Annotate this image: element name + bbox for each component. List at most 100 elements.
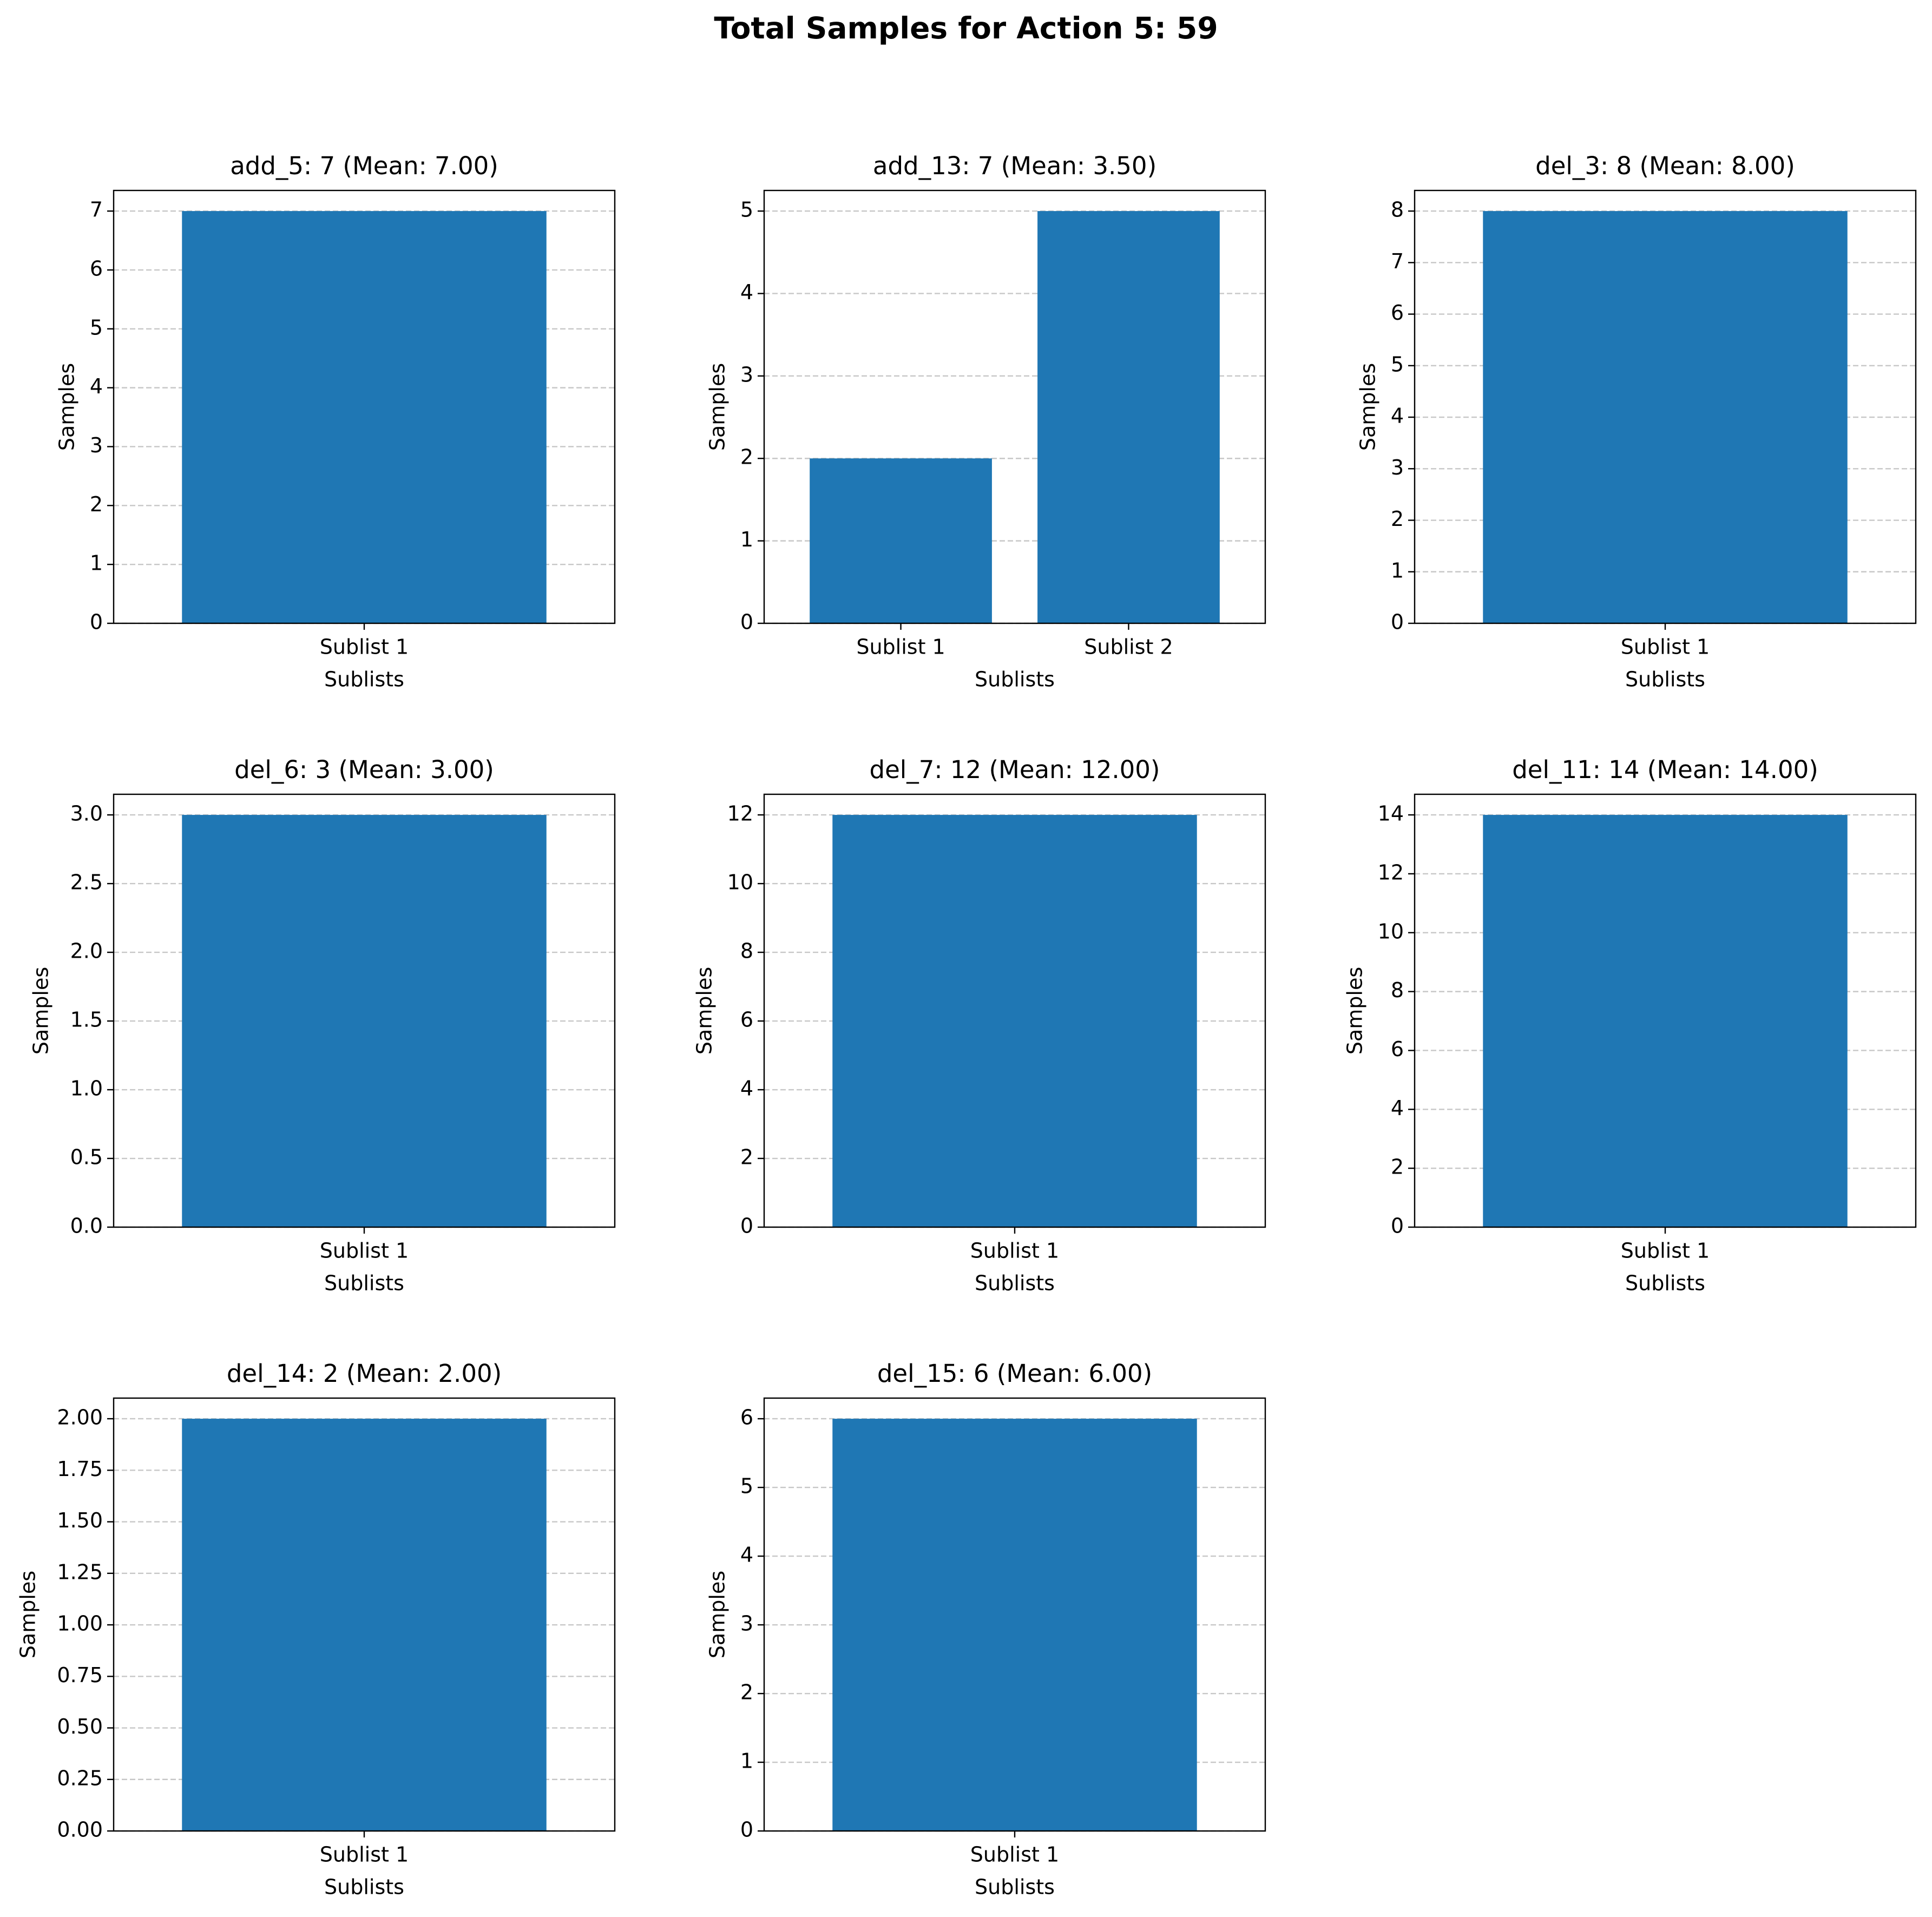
y-tick-label: 1 <box>740 528 753 551</box>
x-axis-label: Sublists <box>1625 668 1705 691</box>
x-tick-label: Sublist 1 <box>320 635 409 659</box>
x-tick-label: Sublist 2 <box>1084 635 1173 659</box>
x-tick-label: Sublist 1 <box>1621 635 1710 659</box>
y-tick-label: 2.00 <box>57 1406 103 1429</box>
y-tick-label: 0 <box>740 1214 753 1238</box>
y-tick-label: 4 <box>90 374 103 398</box>
axes-frame <box>763 189 1266 624</box>
y-tick-label: 1.75 <box>57 1457 103 1481</box>
subplot-title: del_7: 12 (Mean: 12.00) <box>870 755 1160 784</box>
bar-sublist-1 <box>810 458 992 623</box>
y-tick-label: 4 <box>740 1077 753 1101</box>
bar-sublist-1 <box>182 815 547 1227</box>
y-tick-label: 5 <box>90 315 103 339</box>
bar-sublist-1 <box>1483 815 1848 1227</box>
bar-sublist-1 <box>832 815 1197 1227</box>
y-tick-label: 1.00 <box>57 1612 103 1636</box>
y-axis-label: Samples <box>16 1571 40 1658</box>
y-tick-label: 8 <box>740 939 753 963</box>
y-tick-label: 0 <box>1391 1214 1404 1238</box>
y-tick-label: 2 <box>740 445 753 469</box>
x-axis-label: Sublists <box>324 1875 404 1899</box>
bar-sublist-1 <box>832 1419 1197 1831</box>
y-tick-label: 4 <box>1391 1096 1404 1120</box>
x-tick-label: Sublist 1 <box>970 1239 1059 1263</box>
x-tick-label: Sublist 1 <box>856 635 945 659</box>
y-tick-label: 4 <box>740 1543 753 1567</box>
y-tick-label: 1 <box>90 551 103 575</box>
y-tick-label: 1 <box>740 1749 753 1773</box>
y-tick-label: 2 <box>740 1681 753 1704</box>
y-axis-label: Samples <box>693 967 717 1055</box>
y-tick-label: 0 <box>90 610 103 634</box>
y-tick-label: 7 <box>1391 249 1404 273</box>
y-tick-label: 3 <box>740 363 753 386</box>
y-tick-label: 5 <box>740 198 753 222</box>
y-tick-label: 1.5 <box>70 1008 103 1032</box>
y-tick-label: 10 <box>1378 919 1404 943</box>
x-axis-label: Sublists <box>324 668 404 691</box>
x-tick-label: Sublist 1 <box>970 1843 1059 1867</box>
y-tick-label: 0 <box>740 610 753 634</box>
subplot-title: add_13: 7 (Mean: 3.50) <box>873 151 1156 180</box>
y-tick-label: 6 <box>740 1406 753 1429</box>
subplot-title: del_3: 8 (Mean: 8.00) <box>1535 151 1795 180</box>
y-tick-label: 2 <box>1391 1155 1404 1179</box>
y-tick-label: 1.25 <box>57 1560 103 1584</box>
y-tick-label: 7 <box>90 198 103 222</box>
y-tick-label: 2.5 <box>70 871 103 894</box>
y-tick-label: 6 <box>1391 301 1404 325</box>
y-axis-label: Samples <box>1343 967 1367 1055</box>
y-tick-label: 2 <box>1391 507 1404 531</box>
y-tick-label: 0.25 <box>57 1766 103 1790</box>
y-tick-label: 4 <box>740 280 753 304</box>
x-axis-label: Sublists <box>975 1272 1055 1295</box>
subplot-title: del_6: 3 (Mean: 3.00) <box>234 755 494 784</box>
y-tick-label: 10 <box>727 871 753 894</box>
y-tick-label: 0 <box>740 1818 753 1842</box>
x-tick-label: Sublist 1 <box>320 1843 409 1867</box>
bar-sublist-1 <box>182 211 547 624</box>
subplot-2: 0 1 2 3 4 5 Sublist 1 Sublist 2 add_13: 7 (Mean:… <box>706 151 1266 691</box>
subplot-3: 0 1 2 3 4 5 6 7 8 Sublist 1 del_3: 8 (Mean: 8.00) S… <box>1356 151 1917 691</box>
y-tick-label: 0.50 <box>57 1715 103 1738</box>
y-axis-label: Samples <box>706 1571 730 1658</box>
y-tick-label: 5 <box>740 1474 753 1498</box>
y-tick-label: 3.0 <box>70 802 103 826</box>
subplot-title: del_11: 14 (Mean: 14.00) <box>1512 755 1818 784</box>
y-tick-label: 0.5 <box>70 1145 103 1169</box>
y-tick-label: 0 <box>1391 610 1404 634</box>
x-axis-label: Sublists <box>324 1272 404 1295</box>
y-tick-label: 2.0 <box>70 939 103 963</box>
y-tick-label: 3 <box>740 1612 753 1636</box>
y-tick-label: 8 <box>1391 978 1404 1002</box>
y-tick-label: 12 <box>727 802 753 826</box>
subplot-7: 0.00 0.25 0.50 0.75 1.00 1.25 1.50 1.75 2.00 Subl… <box>16 1359 616 1899</box>
y-axis-label: Samples <box>706 363 730 451</box>
x-axis-label: Sublists <box>1625 1272 1705 1295</box>
subplot-5: 0 2 4 6 8 10 12 Sublist 1 del_7: 12 (Mean: 12.00… <box>693 755 1266 1295</box>
y-tick-label: 8 <box>1391 198 1404 222</box>
bar-sublist-2 <box>1037 211 1220 624</box>
y-tick-label: 3 <box>90 433 103 457</box>
y-tick-label: 1 <box>1391 558 1404 582</box>
y-tick-label: 0.0 <box>70 1214 103 1238</box>
y-axis-label: Samples <box>55 363 79 451</box>
bar-sublist-1 <box>182 1419 547 1831</box>
y-tick-label: 4 <box>1391 404 1404 428</box>
subplot-6: 0 2 4 6 8 10 12 14 Sublist 1 del_11: 14 (Mean: 14… <box>1343 755 1917 1295</box>
subplot-title: del_14: 2 (Mean: 2.00) <box>227 1359 502 1388</box>
y-tick-label: 0.00 <box>57 1818 103 1842</box>
y-axis-label: Samples <box>29 967 53 1055</box>
y-tick-label: 5 <box>1391 352 1404 376</box>
y-tick-label: 12 <box>1378 860 1404 884</box>
x-axis-label: Sublists <box>975 1875 1055 1899</box>
y-tick-label: 2 <box>740 1145 753 1169</box>
y-tick-label: 0.75 <box>57 1663 103 1687</box>
y-axis-label: Samples <box>1356 363 1380 451</box>
x-axis-label: Sublists <box>975 668 1055 691</box>
y-tick-label: 3 <box>1391 456 1404 479</box>
y-tick-label: 6 <box>1391 1037 1404 1061</box>
